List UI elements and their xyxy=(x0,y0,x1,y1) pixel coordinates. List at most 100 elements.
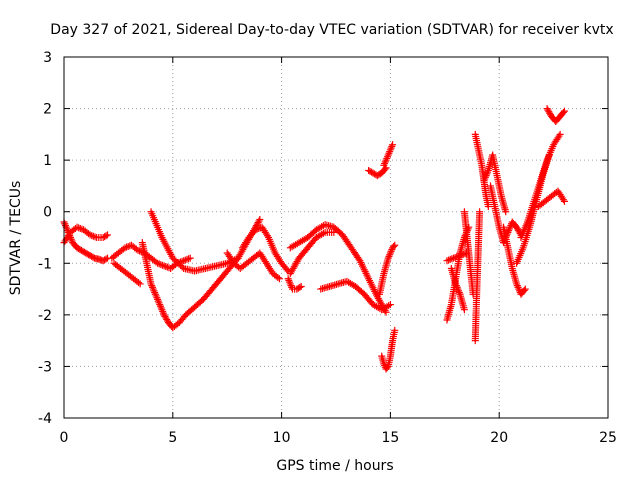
data-point xyxy=(158,306,166,314)
data-point xyxy=(452,282,460,290)
plot-frame xyxy=(63,56,609,419)
data-point xyxy=(388,142,396,150)
series-s16 xyxy=(378,326,399,373)
data-point xyxy=(385,149,393,157)
data-point xyxy=(515,285,523,293)
data-point xyxy=(256,215,264,223)
series-s8 xyxy=(238,223,292,275)
x-tick-label: 25 xyxy=(599,430,617,446)
data-point xyxy=(559,196,567,204)
data-point xyxy=(296,283,304,291)
y-tick-label: -4 xyxy=(38,411,52,427)
series-s28 xyxy=(543,105,568,125)
series-s11 xyxy=(286,228,338,278)
data-point xyxy=(159,309,167,317)
data-point xyxy=(481,175,489,183)
series-s23 xyxy=(480,151,510,216)
data-point xyxy=(135,279,143,287)
data-point xyxy=(148,282,156,290)
data-point xyxy=(275,275,283,283)
data-point xyxy=(382,156,390,164)
x-tick-label: 0 xyxy=(60,430,69,446)
data-point xyxy=(484,168,492,176)
data-point xyxy=(147,280,155,288)
data-point xyxy=(151,289,159,297)
data-point xyxy=(330,228,338,236)
data-point xyxy=(384,254,392,262)
data-point xyxy=(451,253,459,261)
data-point xyxy=(443,257,451,265)
data-point xyxy=(180,257,188,265)
data-point xyxy=(234,254,242,262)
x-tick-label: 5 xyxy=(168,430,177,446)
data-point xyxy=(61,221,69,229)
data-point xyxy=(389,141,397,149)
data-point xyxy=(285,276,293,284)
series-s21 xyxy=(471,208,484,345)
data-point xyxy=(390,243,398,251)
data-point xyxy=(297,282,305,290)
data-point xyxy=(480,177,488,185)
data-point xyxy=(560,197,568,205)
series-s29 xyxy=(534,187,568,211)
data-point xyxy=(453,283,461,291)
data-points xyxy=(60,105,568,373)
data-point xyxy=(283,265,291,273)
data-point xyxy=(545,151,553,159)
data-point xyxy=(251,226,259,234)
data-point xyxy=(61,220,69,228)
data-point xyxy=(383,154,391,162)
data-point xyxy=(476,208,484,216)
data-point xyxy=(255,217,263,225)
data-point xyxy=(481,173,489,181)
data-point xyxy=(86,231,94,239)
data-point xyxy=(506,223,514,231)
data-point xyxy=(63,225,71,233)
data-point xyxy=(186,254,194,262)
data-point xyxy=(165,264,173,272)
data-point xyxy=(149,285,157,293)
data-point xyxy=(458,251,466,259)
data-point xyxy=(380,161,388,169)
data-point xyxy=(121,244,129,252)
y-tick-label: -1 xyxy=(38,256,52,272)
grid-lines xyxy=(64,57,608,418)
data-point xyxy=(513,282,521,290)
series-s19 xyxy=(447,264,468,314)
data-point xyxy=(505,227,513,235)
data-point xyxy=(452,280,460,288)
data-point xyxy=(555,132,563,140)
data-point xyxy=(445,256,453,264)
y-axis-label: SDTVAR / TECUs xyxy=(8,181,24,296)
data-point xyxy=(286,280,294,288)
data-point xyxy=(461,250,469,258)
data-point xyxy=(484,203,492,211)
data-point xyxy=(521,285,529,293)
data-point xyxy=(159,307,167,315)
y-tick-label: 0 xyxy=(43,205,52,221)
y-tick-label: 2 xyxy=(43,102,52,118)
data-point xyxy=(155,260,163,268)
data-point xyxy=(560,107,568,115)
series-s7 xyxy=(223,249,283,283)
data-point xyxy=(181,256,189,264)
data-point xyxy=(514,283,522,291)
data-point xyxy=(175,260,183,268)
data-point xyxy=(253,225,261,233)
series-s27 xyxy=(513,151,553,267)
data-point xyxy=(384,151,392,159)
data-point xyxy=(450,254,458,262)
data-point xyxy=(448,255,456,263)
data-point xyxy=(284,275,292,283)
data-point xyxy=(455,289,463,297)
data-point xyxy=(91,233,99,241)
data-point xyxy=(170,256,178,264)
y-tick-label: 1 xyxy=(43,153,52,169)
data-point xyxy=(75,224,83,232)
data-point xyxy=(134,246,142,254)
y-tick-label: -2 xyxy=(38,308,52,324)
x-tick-label: 10 xyxy=(273,430,291,446)
data-point xyxy=(154,295,162,303)
data-point xyxy=(513,280,521,288)
